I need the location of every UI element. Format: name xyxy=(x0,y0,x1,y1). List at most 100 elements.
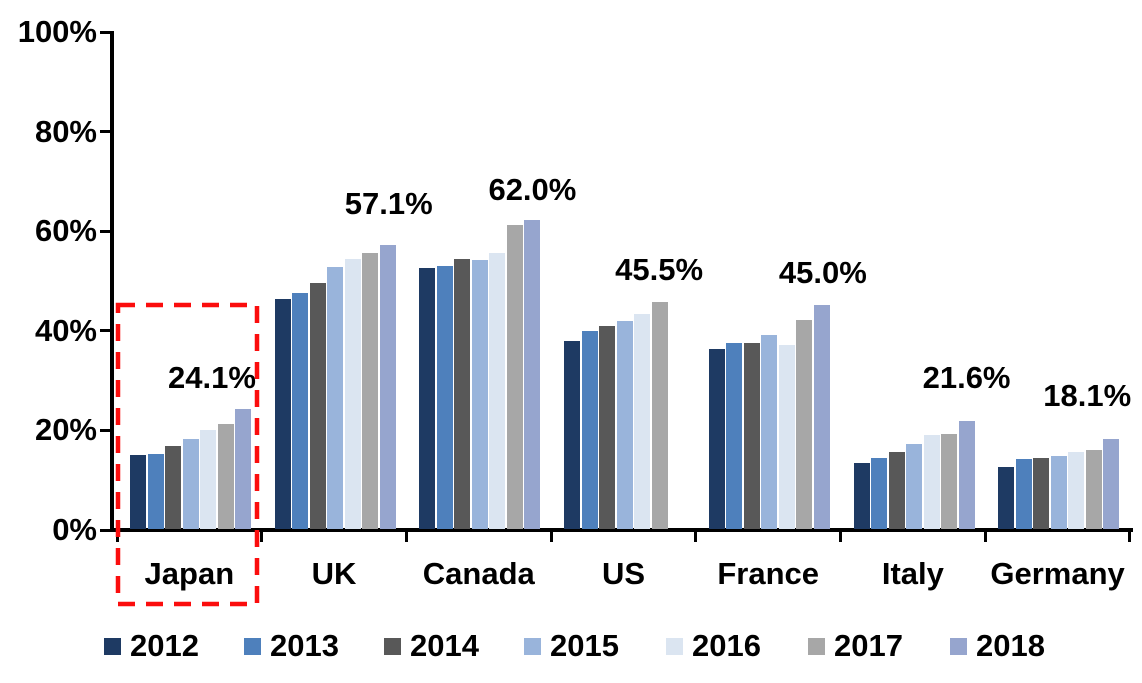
y-axis-tick-label: 100% xyxy=(17,14,97,49)
bar-2016-us xyxy=(634,314,651,529)
bar-2016-italy xyxy=(923,434,940,529)
bar-2017-canada xyxy=(506,224,523,529)
legend-label-2013: 2013 xyxy=(270,628,339,663)
x-axis-tick xyxy=(694,528,698,542)
category-label-canada: Canada xyxy=(422,556,535,591)
legend-swatch-2012 xyxy=(104,637,121,655)
x-axis-line xyxy=(110,528,1133,532)
bar-2014-italy xyxy=(888,452,905,529)
x-axis-tick xyxy=(1128,528,1132,542)
legend-item-2012: 2012 xyxy=(104,629,199,663)
bar-2017-uk xyxy=(362,253,379,529)
bar-2012-japan xyxy=(130,454,146,529)
bar-2017-italy xyxy=(941,433,958,529)
bar-2013-uk xyxy=(292,293,309,529)
y-axis-tick-label: 0% xyxy=(52,512,97,547)
bar-2013-germany xyxy=(1015,458,1032,529)
bar-2014-germany xyxy=(1033,457,1050,529)
y-axis-tick-label: 60% xyxy=(34,213,97,249)
legend-swatch-2013 xyxy=(244,637,261,655)
bar-2017-japan xyxy=(217,424,234,529)
bar-2017-germany xyxy=(1085,450,1102,529)
bar-2018-france xyxy=(813,304,830,529)
y-axis-tick-label: 20% xyxy=(34,412,97,448)
bar-2013-france xyxy=(726,342,743,529)
y-axis-tick-label: 80% xyxy=(34,113,97,149)
legend-item-2014: 2014 xyxy=(384,629,479,663)
bar-2015-uk xyxy=(327,266,344,529)
x-axis-tick xyxy=(549,528,553,542)
bar-2016-france xyxy=(778,344,795,529)
bar-2015-france xyxy=(761,334,778,529)
legend-item-2016: 2016 xyxy=(666,629,761,663)
x-axis-tick xyxy=(983,528,987,542)
data-label-japan: 24.1% xyxy=(168,359,256,395)
legend-swatch-2018 xyxy=(950,637,967,655)
legend-item-2015: 2015 xyxy=(524,629,619,663)
y-axis-tick xyxy=(100,229,112,233)
x-axis-tick xyxy=(839,528,843,542)
bar-2018-germany xyxy=(1103,438,1120,529)
category-label-italy: Italy xyxy=(881,556,944,591)
legend-swatch-2017 xyxy=(808,637,825,655)
bar-2015-italy xyxy=(906,444,923,529)
legend-swatch-2015 xyxy=(524,637,541,655)
y-axis-tick xyxy=(100,428,112,432)
bar-2015-japan xyxy=(182,439,199,529)
category-label-germany: Germany xyxy=(990,556,1125,591)
y-axis-tick-label: 40% xyxy=(34,312,97,348)
legend-item-2018: 2018 xyxy=(950,629,1045,663)
y-axis-tick xyxy=(100,130,112,134)
legend-label-2016: 2016 xyxy=(692,628,761,663)
bar-2013-us xyxy=(581,331,598,529)
category-label-france: France xyxy=(717,556,820,591)
bar-2015-us xyxy=(616,320,633,529)
data-label-italy: 21.6% xyxy=(922,360,1011,396)
legend-swatch-2016 xyxy=(666,637,683,655)
bar-2013-italy xyxy=(871,458,888,529)
bar-2013-japan xyxy=(147,453,164,529)
bar-2018-uk xyxy=(379,244,396,529)
bar-2012-italy xyxy=(853,462,870,529)
data-label-france: 45.0% xyxy=(778,254,867,290)
y-axis-tick xyxy=(100,30,112,34)
legend-swatch-2014 xyxy=(384,637,401,655)
category-label-us: US xyxy=(601,556,646,591)
bar-2016-japan xyxy=(200,429,216,529)
bar-2015-canada xyxy=(471,259,488,529)
legend-item-2017: 2017 xyxy=(808,629,903,663)
legend-label-2012: 2012 xyxy=(130,628,199,663)
x-axis-tick xyxy=(115,528,119,542)
bar-2014-japan xyxy=(165,445,181,529)
bar-2012-france xyxy=(708,348,725,529)
legend-item-2013: 2013 xyxy=(244,629,339,663)
bar-2018-canada xyxy=(524,220,541,529)
bar-2012-us xyxy=(564,340,581,529)
y-axis-line xyxy=(110,31,114,532)
bar-2018-italy xyxy=(958,421,975,529)
bar-2016-germany xyxy=(1068,451,1085,529)
bar-2014-canada xyxy=(454,258,471,529)
legend-label-2017: 2017 xyxy=(834,628,903,663)
y-axis-tick xyxy=(100,528,112,532)
data-label-us: 45.5% xyxy=(615,252,704,288)
legend-label-2014: 2014 xyxy=(410,628,479,663)
bar-2016-uk xyxy=(344,258,361,529)
bar-2017-france xyxy=(796,320,813,529)
bar-2012-germany xyxy=(998,466,1015,529)
bar-2018-japan xyxy=(235,408,251,529)
bar-2016-canada xyxy=(489,252,506,529)
data-label-germany: 18.1% xyxy=(1043,377,1132,413)
bar-2014-uk xyxy=(309,282,326,529)
y-axis-tick xyxy=(100,329,112,333)
bar-2015-germany xyxy=(1050,455,1067,529)
data-label-canada: 62.0% xyxy=(488,172,577,208)
data-label-uk: 57.1% xyxy=(344,185,433,221)
x-axis-tick xyxy=(260,528,264,542)
bar-2012-uk xyxy=(274,299,291,529)
category-label-uk: UK xyxy=(311,556,357,591)
bar-2013-canada xyxy=(436,266,453,529)
x-axis-tick xyxy=(404,528,408,542)
legend-label-2015: 2015 xyxy=(550,628,619,663)
